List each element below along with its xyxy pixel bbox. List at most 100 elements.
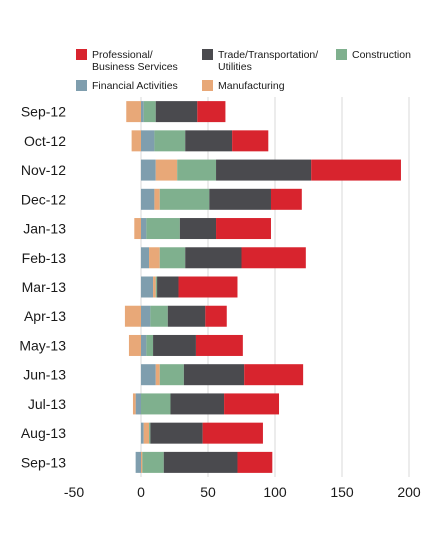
bar-trade-transportation-utilities-jun-13 [183, 364, 245, 386]
bar-financial-activities-nov-12 [141, 159, 156, 181]
y-axis: Sep-12 Oct-12 Nov-12 Dec-12 Jan-13 Feb-13 Mar-… [19, 104, 66, 471]
legend-swatch-manufacturing [202, 80, 213, 91]
bar-manufacturing-apr-13 [124, 305, 141, 327]
bar-professional-business-services-may-13 [195, 334, 243, 356]
bar-manufacturing-oct-12 [131, 130, 141, 152]
x-tick-label-200: 200 [397, 484, 421, 500]
bar-construction-jan-13 [146, 218, 180, 240]
bar-construction-jul-13 [141, 393, 171, 415]
y-tick-label-dec-12: Dec-12 [21, 191, 66, 207]
x-tick-label-0: 0 [137, 484, 145, 500]
bar-construction-feb-13 [159, 247, 186, 269]
bar-financial-activities-oct-12 [141, 130, 155, 152]
bar-row-dec-12 [141, 188, 302, 210]
bar-manufacturing-sep-12 [126, 101, 141, 123]
y-tick-label-apr-13: Apr-13 [24, 308, 66, 324]
bar-row-jul-13 [132, 393, 280, 415]
legend-label-manufacturing: Manufacturing [218, 80, 285, 92]
x-tick-label-50: 50 [200, 484, 216, 500]
bar-row-jun-13 [141, 364, 304, 386]
bar-construction-mar-13 [155, 276, 158, 298]
bar-professional-business-services-mar-13 [178, 276, 238, 298]
bar-financial-activities-dec-12 [141, 188, 155, 210]
bar-professional-business-services-sep-13 [237, 451, 273, 473]
bar-trade-transportation-utilities-dec-12 [209, 188, 271, 210]
bar-construction-dec-12 [159, 188, 210, 210]
bar-manufacturing-nov-12 [155, 159, 178, 181]
bar-row-sep-12 [126, 101, 226, 123]
bar-trade-transportation-utilities-oct-12 [185, 130, 233, 152]
bars [124, 101, 401, 473]
bar-financial-activities-mar-13 [141, 276, 154, 298]
bar-financial-activities-feb-13 [141, 247, 150, 269]
y-tick-label-jan-13: Jan-13 [23, 221, 66, 237]
legend: Professional/Business Services Trade/Tran… [76, 49, 411, 92]
x-tick-label-100: 100 [263, 484, 287, 500]
bar-professional-business-services-jan-13 [216, 218, 271, 240]
legend-item-trade-transportation-utilities: Trade/Transportation/Utilities [202, 49, 318, 73]
bar-trade-transportation-utilities-apr-13 [167, 305, 206, 327]
bar-manufacturing-jul-13 [132, 393, 136, 415]
x-axis: -50 0 50 100 150 200 [64, 484, 421, 500]
bar-manufacturing-sep-13 [141, 451, 143, 473]
bar-row-oct-12 [131, 130, 269, 152]
bar-row-sep-13 [135, 451, 273, 473]
bar-construction-may-13 [146, 334, 154, 356]
y-tick-label-may-13: May-13 [19, 337, 66, 353]
bar-row-feb-13 [141, 247, 306, 269]
legend-label-trade-transportation-utilities: Trade/Transportation/Utilities [218, 49, 318, 73]
bar-financial-activities-may-13 [141, 334, 147, 356]
bar-manufacturing-jan-13 [134, 218, 141, 240]
bar-professional-business-services-oct-12 [232, 130, 269, 152]
bar-construction-nov-12 [177, 159, 217, 181]
bar-financial-activities-jul-13 [135, 393, 141, 415]
bar-construction-oct-12 [154, 130, 186, 152]
y-tick-label-jun-13: Jun-13 [23, 367, 66, 383]
legend-swatch-construction [336, 49, 347, 60]
y-tick-label-aug-13: Aug-13 [21, 425, 66, 441]
bar-row-aug-13 [141, 422, 263, 444]
bar-professional-business-services-nov-12 [311, 159, 401, 181]
y-tick-label-nov-12: Nov-12 [21, 162, 66, 178]
legend-swatch-financial-activities [76, 80, 87, 91]
bar-financial-activities-jan-13 [141, 218, 147, 240]
y-tick-label-sep-12: Sep-12 [21, 104, 66, 120]
bar-professional-business-services-feb-13 [241, 247, 306, 269]
bar-professional-business-services-aug-13 [202, 422, 263, 444]
bar-trade-transportation-utilities-aug-13 [150, 422, 203, 444]
bar-professional-business-services-jul-13 [224, 393, 280, 415]
y-tick-label-mar-13: Mar-13 [22, 279, 67, 295]
bar-row-apr-13 [124, 305, 227, 327]
legend-label-professional-business-services: Professional/Business Services [92, 49, 178, 73]
y-tick-label-jul-13: Jul-13 [28, 396, 66, 412]
legend-swatch-trade-transportation-utilities [202, 49, 213, 60]
bar-trade-transportation-utilities-may-13 [153, 334, 196, 356]
bar-trade-transportation-utilities-nov-12 [216, 159, 312, 181]
bar-row-nov-12 [141, 159, 401, 181]
legend-item-manufacturing: Manufacturing [202, 80, 285, 92]
bar-trade-transportation-utilities-mar-13 [157, 276, 179, 298]
legend-label-construction: Construction [352, 49, 411, 61]
bar-manufacturing-feb-13 [149, 247, 160, 269]
bar-professional-business-services-sep-12 [197, 101, 226, 123]
bar-professional-business-services-dec-12 [270, 188, 302, 210]
bar-financial-activities-apr-13 [141, 305, 151, 327]
bar-trade-transportation-utilities-jul-13 [170, 393, 225, 415]
bar-row-jan-13 [134, 218, 271, 240]
bar-manufacturing-may-13 [128, 334, 141, 356]
y-tick-label-feb-13: Feb-13 [22, 250, 67, 266]
legend-swatch-professional-business-services [76, 49, 87, 60]
x-tick-label-150: 150 [330, 484, 354, 500]
bar-financial-activities-aug-13 [141, 422, 144, 444]
bar-trade-transportation-utilities-sep-12 [155, 101, 198, 123]
bar-professional-business-services-apr-13 [205, 305, 227, 327]
bar-construction-sep-12 [143, 101, 156, 123]
bar-trade-transportation-utilities-feb-13 [185, 247, 242, 269]
bar-financial-activities-sep-13 [135, 451, 141, 473]
bar-professional-business-services-jun-13 [244, 364, 304, 386]
bar-manufacturing-dec-12 [154, 188, 160, 210]
legend-item-financial-activities: Financial Activities [76, 80, 178, 92]
x-tick-label-minus-50: -50 [64, 484, 84, 500]
y-tick-label-oct-12: Oct-12 [24, 133, 66, 149]
